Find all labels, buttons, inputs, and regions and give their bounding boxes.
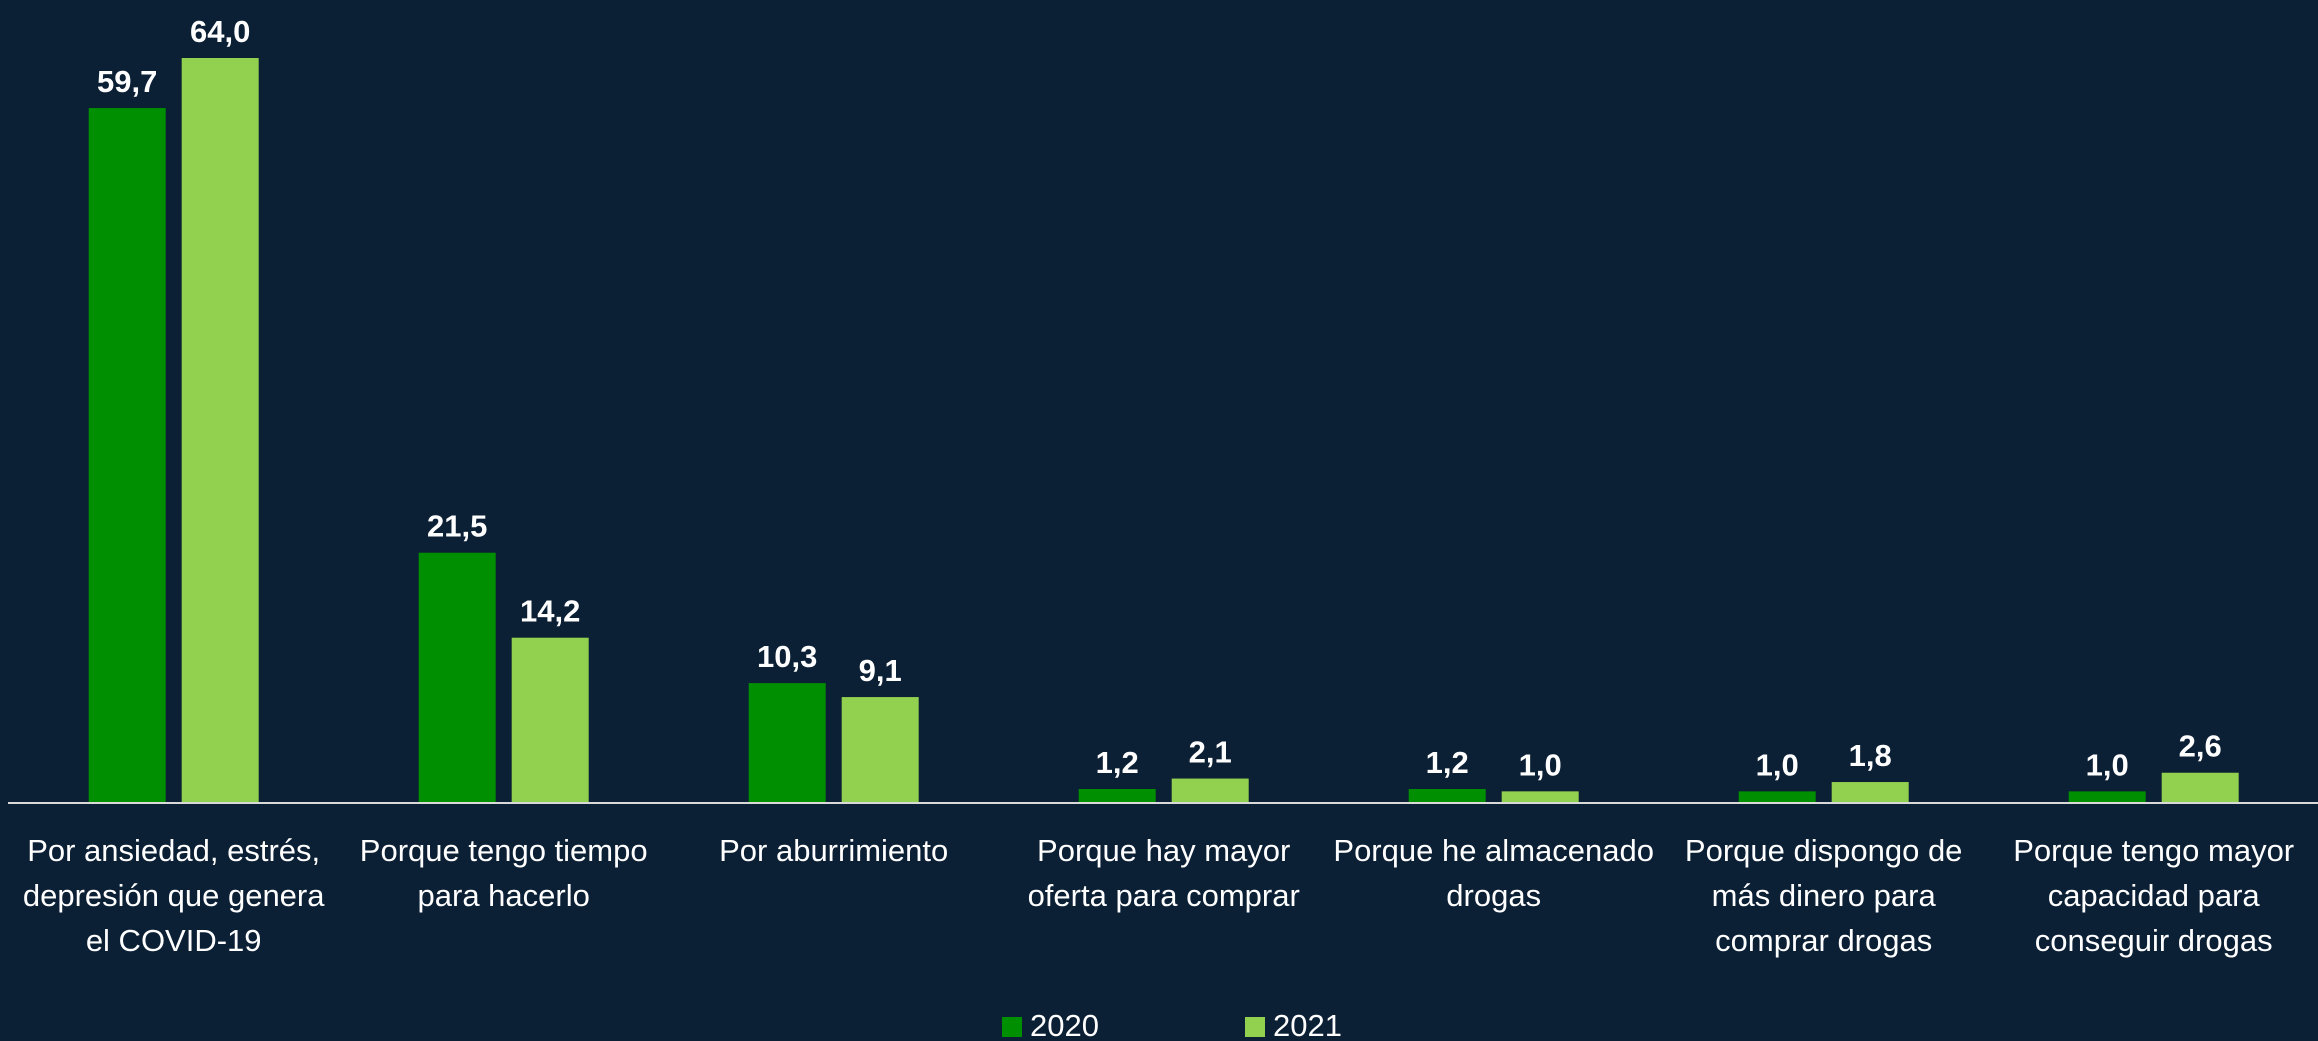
- value-label: 1,0: [1756, 747, 1799, 782]
- value-label: 10,3: [757, 639, 817, 674]
- value-label: 1,2: [1096, 745, 1139, 780]
- value-label: 1,8: [1849, 738, 1892, 773]
- x-tick-label: Porque tengo tiempo para hacerlo: [359, 833, 648, 913]
- x-tick-label: Por ansiedad, estrés, depresión que gene…: [22, 833, 325, 958]
- bar: [181, 58, 259, 803]
- bar: [88, 108, 166, 803]
- bar: [1501, 791, 1579, 803]
- bar: [1078, 789, 1156, 803]
- x-tick-label: Porque tengo mayor capacidad para conseg…: [2013, 833, 2295, 958]
- value-label: 1,0: [2086, 747, 2129, 782]
- value-label: 21,5: [427, 509, 487, 544]
- x-tick-label: Porque he almacenado drogas: [1333, 833, 1654, 913]
- legend-swatch: [1245, 1017, 1265, 1037]
- bar: [748, 683, 826, 803]
- bar: [2161, 772, 2239, 803]
- bar: [418, 552, 496, 803]
- value-label: 1,0: [1519, 747, 1562, 782]
- bar: [841, 697, 919, 803]
- x-tick-label: Por aburrimiento: [719, 833, 949, 868]
- bar: [2068, 791, 2146, 803]
- legend-label: 2021: [1273, 1008, 1342, 1041]
- bar: [511, 637, 589, 803]
- bar: [1408, 789, 1486, 803]
- bar: [1831, 782, 1909, 803]
- bar: [1171, 778, 1249, 803]
- value-label: 64,0: [190, 14, 250, 49]
- x-tick-label: Porque dispongo de más dinero para compr…: [1684, 833, 1963, 958]
- bar: [1738, 791, 1816, 803]
- value-label: 1,2: [1426, 745, 1469, 780]
- value-label: 59,7: [97, 64, 157, 99]
- legend-label: 2020: [1030, 1008, 1099, 1041]
- value-label: 14,2: [520, 594, 580, 629]
- value-label: 9,1: [859, 653, 902, 688]
- x-tick-label: Porque hay mayor oferta para comprar: [1027, 833, 1300, 913]
- value-label: 2,6: [2179, 729, 2222, 764]
- legend-swatch: [1002, 1017, 1022, 1037]
- value-label: 2,1: [1189, 735, 1232, 770]
